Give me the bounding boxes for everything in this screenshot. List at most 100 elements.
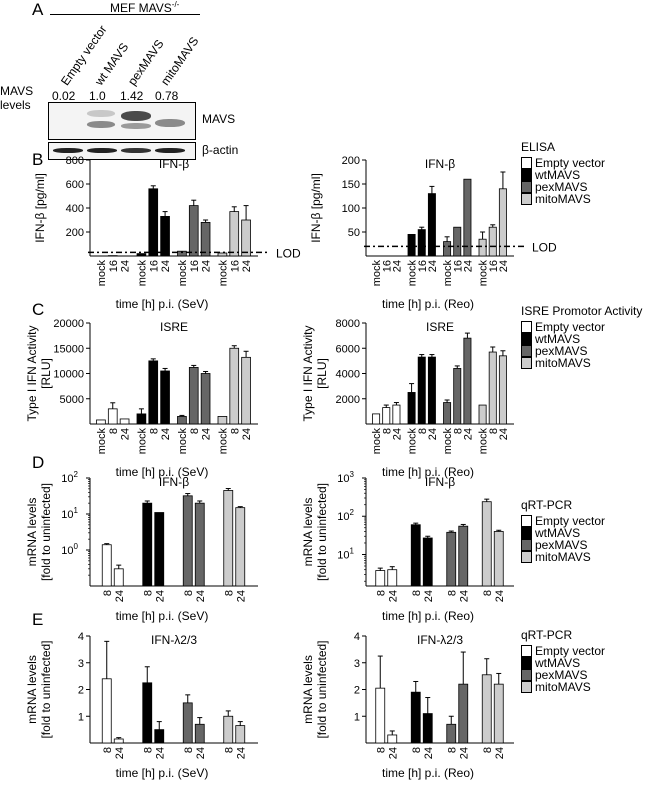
bar (96, 419, 106, 425)
y-tick-label: 102 (337, 508, 354, 523)
y-tick-label: 6000 (336, 343, 360, 355)
x-tick-label: mock (371, 260, 383, 287)
bar (422, 713, 433, 744)
y-tick-exponent: 2 (74, 470, 79, 479)
mavs-band-wt-upper (87, 110, 115, 117)
x-tick-label: 24 (462, 260, 474, 272)
legend-title-isre: ISRE Promotor Activity (521, 304, 643, 318)
legend-swatch (521, 681, 532, 693)
bar (422, 537, 433, 587)
level-value-empty-vector: 0.02 (52, 89, 76, 103)
legend-swatch (521, 551, 532, 563)
x-tick-label: mock (96, 428, 108, 455)
x-tick-label: mock (217, 428, 229, 455)
x-tick-label: 8 (229, 428, 241, 434)
mavs-band-pex-lower (121, 123, 151, 129)
mavs-levels-label-line2: levels (0, 98, 31, 112)
actin-band-empty (53, 148, 83, 153)
x-tick-label: 24 (391, 428, 403, 440)
bar (148, 188, 159, 257)
y-tick-exponent: 2 (350, 508, 355, 517)
bar (194, 502, 205, 587)
legend-qrtpcr-e: qRT-PCR Empty vector wtMAVS pexMAVS mitoMAV… (521, 628, 605, 693)
legend-swatch (521, 669, 532, 681)
y-tick-label: 200 (342, 155, 360, 167)
legend-entry: Empty vector (521, 321, 642, 333)
x-tick-label: 24 (458, 590, 470, 602)
legend-swatch (521, 321, 532, 333)
legend-elisa: ELISA Empty vector wtMAVS pexMAVS mitoMAVS (521, 140, 605, 205)
x-tick-label: 24 (114, 590, 126, 602)
band-label-mavs: MAVS (202, 112, 236, 126)
legend-swatch (521, 645, 532, 657)
x-tick-label: 8 (375, 747, 387, 753)
y-tick-label: 101 (61, 506, 78, 521)
bar (478, 404, 487, 425)
x-tick-label: 24 (423, 747, 435, 759)
y-tick-label: 20000 (53, 318, 84, 330)
chart-title: IFN-β (159, 157, 189, 171)
y-tick-label: 103 (337, 470, 354, 485)
legend-title-elisa: ELISA (521, 140, 556, 154)
bar (136, 253, 147, 257)
bar (481, 501, 492, 587)
x-tick-label: 8 (183, 747, 195, 753)
bar (188, 205, 199, 257)
x-tick-label: mock (442, 428, 454, 455)
y-axis-label: [fold to uninfected] (315, 483, 329, 581)
bar (182, 702, 193, 744)
x-tick-label: 8 (488, 428, 500, 434)
x-axis-label: time [h] p.i. (Reo) (382, 465, 474, 479)
bar (427, 356, 436, 425)
bar (223, 715, 234, 744)
mavs-blot (48, 102, 196, 140)
x-axis-label: time [h] p.i. (Reo) (382, 609, 474, 623)
bar (119, 418, 130, 425)
x-tick-label: 24 (241, 260, 253, 272)
bar (463, 337, 472, 425)
x-tick-label: 16 (229, 260, 241, 272)
bar (488, 351, 497, 425)
chart-title: ISRE (426, 320, 454, 334)
bar (107, 408, 118, 425)
chart-title: IFN-β (425, 157, 455, 171)
legend-label: pexMAVS (535, 538, 588, 552)
x-tick-label: mock (177, 260, 189, 287)
legend-title-qrtpcr-e: qRT-PCR (521, 628, 573, 642)
legend-label: wtMAVS (535, 526, 581, 540)
x-tick-label: 24 (120, 260, 132, 272)
legend-entry: wtMAVS (521, 333, 642, 345)
legend-label: wtMAVS (535, 168, 581, 182)
legend-label: pexMAVS (535, 668, 588, 682)
legend-swatch (521, 333, 532, 345)
x-tick-label: 24 (494, 590, 506, 602)
legend-label: pexMAVS (535, 344, 588, 358)
legend-swatch (521, 181, 532, 193)
legend-label: Empty vector (535, 514, 606, 528)
bar (410, 524, 421, 587)
y-tick-label: 2 (354, 685, 360, 697)
bar (154, 512, 165, 587)
bar (453, 226, 462, 257)
bar (241, 219, 251, 257)
y-tick-label: 50 (348, 227, 360, 239)
legend-label: wtMAVS (535, 332, 581, 346)
bar (142, 682, 153, 744)
x-tick-label: 8 (417, 428, 429, 434)
chart-title: IFN-λ2/3 (151, 633, 197, 647)
x-tick-label: 24 (391, 260, 403, 272)
bar (458, 525, 469, 587)
legend-qrtpcr-d: qRT-PCR Empty vector wtMAVS pexMAVS mitoMAV… (521, 498, 605, 563)
x-tick-label: 24 (427, 260, 439, 272)
x-tick-label: 8 (411, 747, 423, 753)
y-tick-label: 3 (354, 658, 360, 670)
x-tick-label: 8 (446, 590, 458, 596)
legend-swatch (521, 157, 532, 169)
y-tick-label: 1 (354, 711, 360, 723)
legend-label: Empty vector (535, 320, 606, 334)
bar (142, 502, 153, 587)
bar (223, 490, 234, 587)
x-tick-label: 24 (235, 747, 247, 759)
level-value-pex-mavs: 1.42 (120, 89, 144, 103)
